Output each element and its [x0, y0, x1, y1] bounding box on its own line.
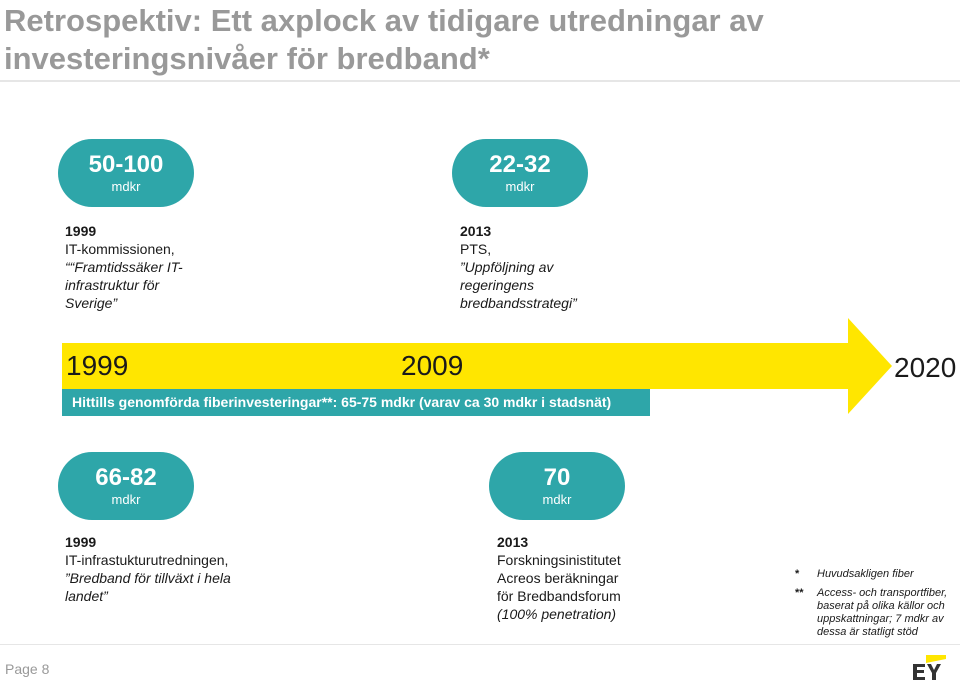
title-divider [0, 80, 960, 82]
estimate-pill-2013-pts: 22-32 mdkr [452, 139, 588, 207]
estimate-value: 66-82 [95, 464, 157, 491]
estimate-unit: mdkr [111, 179, 141, 194]
source-line: Acreos beräkningar [497, 570, 619, 586]
estimate-source-1999-itk: 1999 IT-kommissionen, ““Framtidssäker IT… [65, 222, 235, 312]
estimate-unit: mdkr [111, 492, 141, 507]
footnote-text: Huvudsakligen fiber [817, 568, 914, 580]
estimate-pill-2013-acreo: 70 mdkr [489, 452, 625, 520]
estimate-unit: mdkr [505, 179, 535, 194]
source-line: IT-kommissionen, [65, 241, 175, 257]
source-line: landet” [65, 588, 108, 604]
estimate-source-2013-pts: 2013 PTS, ”Uppföljning av regeringens br… [460, 222, 650, 312]
source-year: 2013 [497, 534, 529, 550]
source-line: Sverige” [65, 295, 118, 311]
source-line: PTS, [460, 241, 492, 257]
timeline-bar [62, 343, 848, 389]
ey-logo [912, 655, 946, 681]
footer-divider [0, 644, 960, 645]
timeline-year-mid: 2009 [401, 350, 464, 381]
page-number: Page 8 [5, 661, 50, 677]
estimate-pill-1999-iiu: 66-82 mdkr [58, 452, 194, 520]
estimate-value: 22-32 [489, 151, 551, 178]
timeline-year-end: 2020 [894, 352, 957, 383]
estimate-unit: mdkr [542, 492, 572, 507]
source-year: 1999 [65, 223, 97, 239]
source-line: ”Uppföljning av [460, 259, 554, 275]
footnote-double-star: ** Access- och transportfiber, baserat p… [795, 587, 957, 639]
footnote-mark: ** [795, 587, 804, 599]
estimate-value: 70 [543, 464, 571, 491]
estimate-value: 50-100 [88, 151, 164, 178]
estimate-source-1999-iiu: 1999 IT-infrastukturutredningen, ”Bredba… [65, 533, 295, 605]
footnote-mark: * [795, 568, 800, 580]
source-line: bredbandsstrategi” [460, 295, 577, 311]
source-line: ”Bredband för tillväxt i hela [65, 570, 231, 586]
timeline-year-start: 1999 [66, 350, 129, 381]
timeline-arrow-head [848, 318, 892, 414]
source-line: regeringens [460, 277, 534, 293]
source-line: infrastruktur för [65, 277, 160, 293]
source-line: IT-infrastukturutredningen, [65, 552, 229, 568]
slide-title: Retrospektiv: Ett axplock av tidigare ut… [4, 3, 764, 76]
footnote-text: Access- och transportfiber, baserat på o… [817, 587, 948, 638]
source-line: ““Framtidssäker IT- [65, 259, 183, 275]
estimate-pill-1999-itk: 50-100 mdkr [58, 139, 194, 207]
source-line: (100% penetration) [497, 606, 617, 622]
source-year: 2013 [460, 223, 492, 239]
source-line: Forskningsinistitutet [497, 552, 621, 568]
estimate-source-2013-acreo: 2013 Forskningsinistitutet Acreos beräkn… [497, 533, 697, 623]
source-year: 1999 [65, 534, 97, 550]
source-line: för Bredbandsforum [497, 588, 621, 604]
completed-investments-bar: Hittills genomförda fiberinvesteringar**… [62, 389, 650, 416]
footnote-single-star: * Huvudsakligen fiber [795, 568, 957, 581]
ey-logo-mark [913, 655, 946, 680]
